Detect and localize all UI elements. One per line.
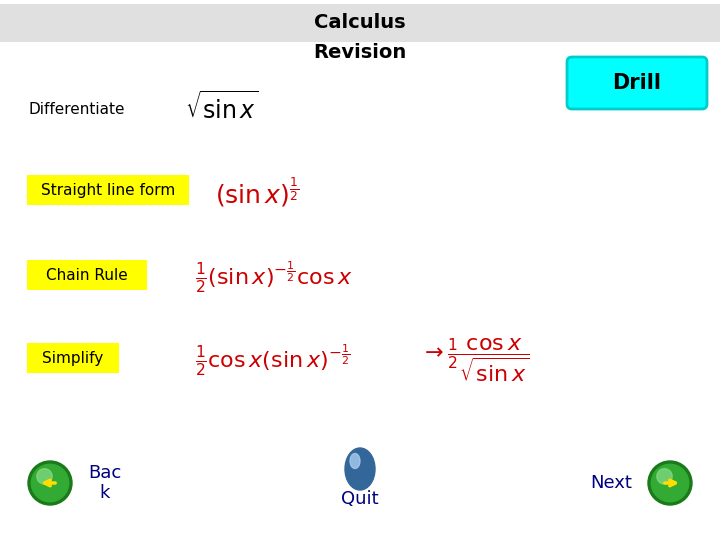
Circle shape <box>652 464 689 502</box>
Ellipse shape <box>345 448 375 490</box>
Text: $(\sin x)^{\frac{1}{2}}$: $(\sin x)^{\frac{1}{2}}$ <box>215 176 300 208</box>
Text: Simplify: Simplify <box>42 350 104 366</box>
Text: Revision: Revision <box>313 43 407 62</box>
Circle shape <box>31 464 68 502</box>
Text: Calculus: Calculus <box>314 12 406 31</box>
FancyBboxPatch shape <box>0 4 720 42</box>
FancyBboxPatch shape <box>27 175 189 205</box>
Circle shape <box>28 461 72 505</box>
Text: Quit: Quit <box>341 490 379 508</box>
Ellipse shape <box>350 454 360 469</box>
Text: Chain Rule: Chain Rule <box>46 267 128 282</box>
Circle shape <box>657 469 672 484</box>
Text: $\sqrt{\sin x}$: $\sqrt{\sin x}$ <box>185 92 258 124</box>
Circle shape <box>37 469 53 484</box>
Text: $\frac{1}{2}(\sin x)^{-\frac{1}{2}}\cos x$: $\frac{1}{2}(\sin x)^{-\frac{1}{2}}\cos … <box>195 259 353 295</box>
Circle shape <box>648 461 692 505</box>
FancyBboxPatch shape <box>27 343 119 373</box>
Text: Differentiate: Differentiate <box>28 103 125 118</box>
Text: Straight line form: Straight line form <box>41 183 175 198</box>
Text: Next: Next <box>590 474 632 492</box>
Text: Bac
k: Bac k <box>88 464 121 502</box>
FancyBboxPatch shape <box>27 260 147 290</box>
Text: $\frac{1}{2}\cos x(\sin x)^{-\frac{1}{2}}$: $\frac{1}{2}\cos x(\sin x)^{-\frac{1}{2}… <box>195 342 350 378</box>
Text: Drill: Drill <box>613 73 662 93</box>
FancyBboxPatch shape <box>567 57 707 109</box>
Text: $\rightarrow \frac{1}{2}\dfrac{\cos x}{\sqrt{\sin x}}$: $\rightarrow \frac{1}{2}\dfrac{\cos x}{\… <box>420 336 529 384</box>
